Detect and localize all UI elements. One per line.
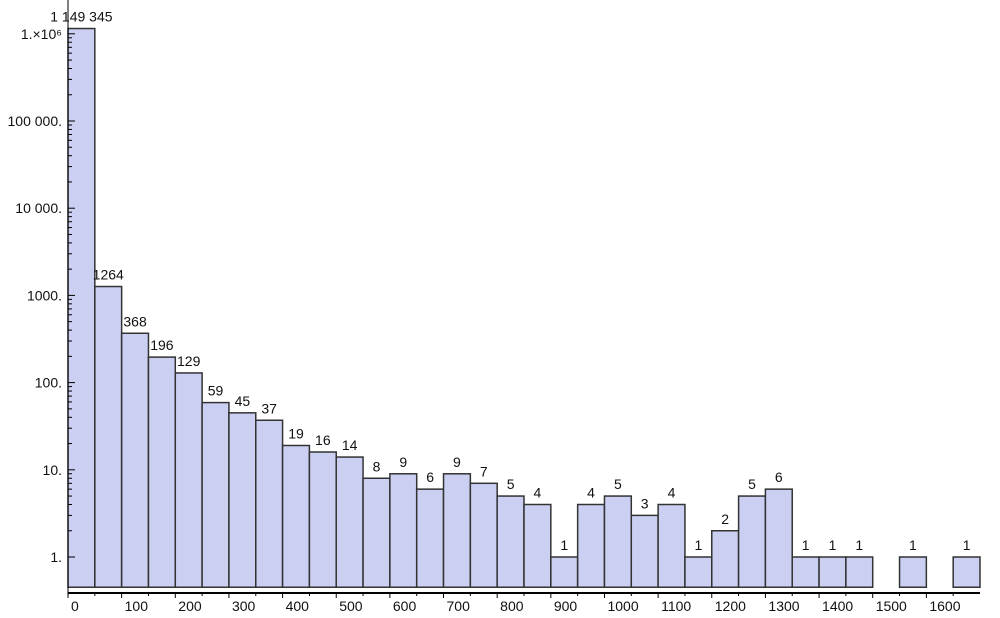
- x-tick-label: 1500: [876, 598, 907, 614]
- y-tick-label: 100 000.: [8, 113, 63, 129]
- bar: [657, 503, 686, 588]
- bar: [630, 514, 659, 588]
- x-tick-label: 1000: [607, 598, 638, 614]
- bar-value-label: 6: [775, 469, 783, 485]
- x-tick-label: 1100: [661, 598, 691, 614]
- bar-value-label: 4: [534, 485, 542, 501]
- bar: [147, 356, 177, 588]
- y-tick-label: 1000.: [27, 287, 62, 303]
- x-tick-label: 100: [125, 598, 149, 614]
- bar: [818, 556, 847, 588]
- bar-value-label: 9: [453, 454, 461, 470]
- bar-value-label: 196: [150, 337, 174, 353]
- bar: [362, 477, 391, 588]
- bar: [737, 495, 767, 588]
- y-tick-label: 10 000.: [15, 200, 62, 216]
- bar: [201, 401, 230, 588]
- bar-value-label: 129: [177, 353, 201, 369]
- bar: [764, 488, 793, 588]
- x-tick-label: 1200: [715, 598, 746, 614]
- bar-value-label: 3: [641, 495, 649, 511]
- bar-value-label: 1264: [93, 267, 124, 283]
- bars-layer: [67, 27, 981, 588]
- x-tick-label: 800: [500, 598, 524, 614]
- bar-value-label: 1: [855, 537, 863, 553]
- bar: [94, 285, 123, 588]
- x-tick-label: 700: [447, 598, 471, 614]
- bar: [469, 482, 498, 588]
- bar: [550, 556, 579, 588]
- y-tick-label: 1.: [50, 549, 62, 565]
- bar-value-label: 4: [668, 485, 676, 501]
- bar-value-label: 4: [587, 485, 595, 501]
- bar: [228, 412, 257, 588]
- bar-value-label: 19: [288, 425, 304, 441]
- bar-value-label: 16: [315, 432, 331, 448]
- x-tick-label: 500: [339, 598, 363, 614]
- bar: [523, 503, 552, 588]
- bar-value-label: 1: [802, 537, 810, 553]
- bar-value-label: 8: [373, 458, 381, 474]
- bar: [496, 495, 525, 588]
- bar-value-label: 5: [507, 476, 515, 492]
- bar-value-label: 37: [261, 400, 277, 416]
- x-tick-label: 0: [71, 598, 79, 614]
- bar: [174, 372, 203, 588]
- bar: [255, 419, 284, 588]
- bar: [415, 488, 445, 588]
- bar-value-label: 14: [342, 437, 358, 453]
- bar: [898, 556, 928, 588]
- bar: [791, 556, 820, 588]
- bar-value-label: 9: [399, 454, 407, 470]
- bar: [67, 27, 96, 588]
- x-tick-label: 300: [232, 598, 256, 614]
- bar: [845, 556, 874, 588]
- bar-value-label: 5: [748, 476, 756, 492]
- bar-value-label: 1: [829, 537, 837, 553]
- bar-value-label: 7: [480, 463, 488, 479]
- x-tick-label: 1300: [768, 598, 799, 614]
- bar-value-label: 1: [963, 537, 971, 553]
- y-tick-label: 100.: [35, 375, 62, 391]
- y-axis: 1. 10. 100. 1000. 10 000. 100 000. 1.×10⁶: [8, 0, 75, 593]
- bar: [308, 451, 337, 588]
- x-tick-label: 1400: [822, 598, 853, 614]
- y-tick-label: 10.: [43, 462, 62, 478]
- bar: [389, 473, 418, 588]
- bar: [603, 495, 633, 588]
- x-tick-label: 900: [554, 598, 578, 614]
- x-tick-label: 1600: [929, 598, 960, 614]
- bar: [711, 530, 740, 588]
- bar-value-label: 1: [560, 537, 568, 553]
- bar: [952, 556, 981, 588]
- bar: [281, 444, 311, 588]
- bar-value-label: 1: [909, 537, 917, 553]
- bar-value-label: 1: [694, 537, 702, 553]
- y-tick-label: 1.×10⁶: [21, 26, 62, 42]
- bar-value-label: 5: [614, 476, 622, 492]
- bar-value-label: 45: [235, 393, 251, 409]
- x-axis: 0 100 200 300 400 500 600 700 800 900 1000 1100 1200…: [67, 592, 980, 614]
- bar-value-label: 59: [208, 383, 224, 399]
- bar: [120, 332, 150, 588]
- bar-value-label: 2: [721, 511, 729, 527]
- bar-value-label: 368: [123, 313, 147, 329]
- x-tick-label: 600: [393, 598, 417, 614]
- x-tick-label: 200: [178, 598, 202, 614]
- bar: [335, 456, 364, 588]
- bar: [684, 556, 713, 588]
- bar: [576, 503, 606, 588]
- bar-value-label: 6: [426, 469, 434, 485]
- x-tick-label: 400: [286, 598, 310, 614]
- bar: [442, 473, 472, 588]
- bar-value-label: 1 149 345: [50, 9, 112, 25]
